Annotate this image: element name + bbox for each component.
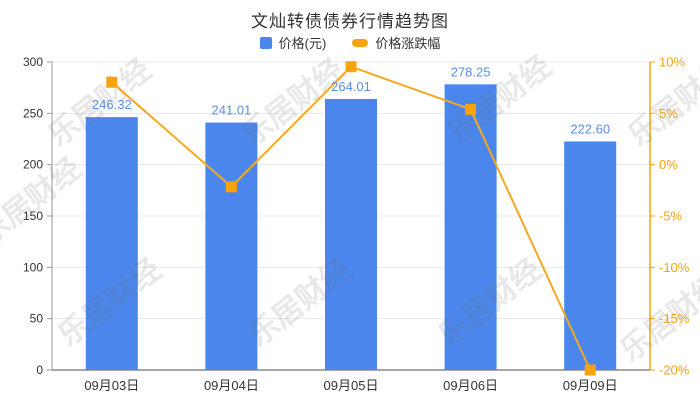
left-axis-tick-label: 0 bbox=[36, 363, 43, 377]
right-axis-tick-label: -15% bbox=[659, 311, 690, 326]
price-bar[interactable] bbox=[205, 122, 258, 370]
change-legend-label: 价格涨跌幅 bbox=[375, 36, 441, 51]
price-bar[interactable] bbox=[564, 141, 617, 370]
right-axis-tick-label: -20% bbox=[659, 363, 690, 378]
x-axis-category-label: 09月04日 bbox=[204, 378, 259, 393]
right-axis-tick-label: -10% bbox=[659, 260, 690, 275]
watermark-text: 乐居财经 bbox=[614, 267, 700, 368]
right-axis-tick-label: 5% bbox=[659, 106, 678, 121]
price-bar[interactable] bbox=[325, 98, 377, 370]
left-axis-tick-label: 50 bbox=[30, 312, 44, 326]
watermark-text: 乐居财经 bbox=[0, 151, 87, 252]
bar-value-label: 241.01 bbox=[212, 103, 252, 118]
right-axis-tick-label: -5% bbox=[659, 209, 683, 224]
legend-item-price[interactable]: 价格(元) bbox=[259, 33, 327, 52]
left-axis-tick-label: 100 bbox=[23, 260, 43, 274]
change-legend-icon bbox=[352, 38, 369, 47]
right-axis-tick-label: 0% bbox=[659, 157, 678, 172]
x-axis-category-label: 09月05日 bbox=[324, 378, 379, 393]
x-axis-category-label: 09月06日 bbox=[443, 378, 498, 393]
bar-value-label: 264.01 bbox=[331, 79, 371, 94]
price-bar[interactable] bbox=[85, 117, 138, 370]
right-axis-tick-label: 10% bbox=[659, 55, 685, 70]
legend-item-change[interactable]: 价格涨跌幅 bbox=[352, 33, 440, 52]
change-marker[interactable] bbox=[584, 364, 596, 376]
x-axis-category-label: 09月03日 bbox=[84, 378, 139, 393]
bar-value-label: 246.32 bbox=[92, 97, 132, 112]
chart-legend: 价格(元) 价格涨跌幅 bbox=[0, 33, 700, 52]
change-marker[interactable] bbox=[465, 103, 477, 115]
left-axis-tick-label: 200 bbox=[23, 158, 43, 172]
change-marker[interactable] bbox=[106, 76, 118, 88]
price-legend-label: 价格(元) bbox=[278, 36, 327, 51]
bar-value-label: 222.60 bbox=[570, 121, 610, 136]
price-bar[interactable] bbox=[444, 84, 497, 370]
bar-value-label: 278.25 bbox=[451, 64, 491, 79]
price-legend-icon bbox=[259, 36, 272, 49]
left-axis-tick-label: 300 bbox=[23, 55, 43, 69]
x-axis-category-label: 09月09日 bbox=[563, 378, 618, 393]
change-marker[interactable] bbox=[345, 61, 357, 73]
left-axis-tick-label: 250 bbox=[23, 106, 43, 120]
left-axis-tick-label: 150 bbox=[23, 209, 43, 223]
change-marker[interactable] bbox=[225, 181, 237, 193]
chart-title: 文灿转债债券行情趋势图 bbox=[251, 12, 449, 31]
